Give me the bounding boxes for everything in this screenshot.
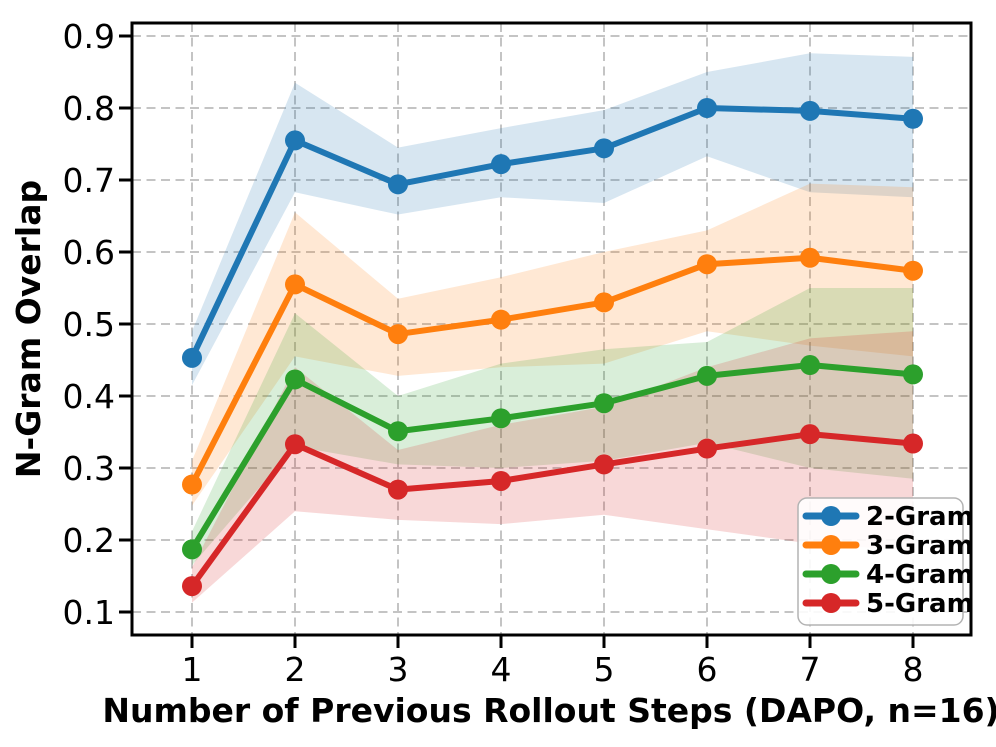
x-tick-label-3: 3 [388,650,409,689]
marker-2-Gram-step-8 [903,108,923,129]
y-tick-label-0.6: 0.6 [63,233,115,272]
marker-5-Gram-step-3 [388,479,408,500]
band-5-Gram [192,331,913,603]
marker-4-Gram-step-2 [285,369,305,390]
marker-2-Gram-step-3 [388,174,408,195]
legend-label-5-Gram: 5-Gram [866,589,974,619]
marker-5-Gram-step-5 [594,454,614,475]
x-tick-label-7: 7 [800,650,821,689]
marker-2-Gram-step-6 [697,98,717,118]
marker-4-Gram-step-6 [697,365,717,386]
line-5-Gram [189,431,916,590]
marker-3-Gram-step-4 [491,309,511,330]
x-tick-label-4: 4 [491,650,512,689]
legend-label-2-Gram: 2-Gram [866,502,974,532]
band-2-Gram [192,53,913,386]
axes-frame [119,21,973,648]
marker-4-Gram-step-4 [491,408,511,429]
marker-5-Gram-step-7 [800,424,820,445]
data-series [182,98,923,597]
marker-5-Gram-step-4 [491,470,511,491]
x-tick-label-8: 8 [903,650,924,689]
marker-3-Gram-step-7 [800,247,820,268]
marker-3-Gram-step-1 [182,474,202,495]
marker-2-Gram-step-4 [491,154,511,175]
x-axis-label: Number of Previous Rollout Steps (DAPO, … [102,691,996,730]
x-tick-label-5: 5 [594,650,615,689]
y-tick-label-0.7: 0.7 [63,161,115,200]
marker-4-Gram-step-5 [594,393,614,414]
band-4-Gram [192,288,913,566]
marker-5-Gram-step-6 [697,438,717,459]
line-2-Gram [189,105,916,361]
legend-box [797,497,964,626]
marker-4-Gram-step-3 [388,421,408,442]
marker-5-Gram-step-8 [903,433,923,454]
marker-4-Gram-step-8 [903,364,923,385]
marker-2-Gram-step-1 [182,347,202,368]
marker-3-Gram-step-5 [594,292,614,313]
plot-border [130,21,973,637]
line-4-Gram [189,362,916,553]
legend-marker-4-Gram [821,564,841,584]
y-tick-label-0.1: 0.1 [63,593,115,632]
y-tick-label-0.4: 0.4 [63,377,115,416]
legend-marker-5-Gram [821,593,841,613]
y-tick-label-0.8: 0.8 [63,89,115,128]
marker-4-Gram-step-1 [182,539,202,560]
legend-label-4-Gram: 4-Gram [866,560,974,590]
y-axis-label: N-Gram Overlap [9,180,48,478]
legend-marker-3-Gram [821,535,841,555]
x-tick-label-2: 2 [285,650,306,689]
x-tick-label-6: 6 [697,650,718,689]
marker-3-Gram-step-2 [285,274,305,295]
y-tick-label-0.5: 0.5 [63,305,115,344]
legend-label-3-Gram: 3-Gram [866,531,974,561]
x-tick-label-1: 1 [182,650,203,689]
marker-3-Gram-step-6 [697,254,717,275]
tick-labels: 1 2 3 4 5 6 7 8 0.1 0.2 0.3 0.4 0.5 0.6 0.7 0.8 0.9 [63,17,924,689]
marker-2-Gram-step-2 [285,130,305,151]
marker-5-Gram-step-1 [182,576,202,597]
y-tick-label-0.2: 0.2 [63,521,115,560]
legend-marker-2-Gram [821,506,841,526]
marker-4-Gram-step-7 [800,355,820,376]
marker-3-Gram-step-8 [903,260,923,281]
marker-2-Gram-step-7 [800,100,820,121]
marker-5-Gram-step-2 [285,434,305,455]
y-tick-label-0.9: 0.9 [63,17,115,56]
y-tick-label-0.3: 0.3 [63,449,115,488]
marker-2-Gram-step-5 [594,138,614,159]
line-3-Gram [189,254,916,488]
marker-3-Gram-step-3 [388,324,408,345]
